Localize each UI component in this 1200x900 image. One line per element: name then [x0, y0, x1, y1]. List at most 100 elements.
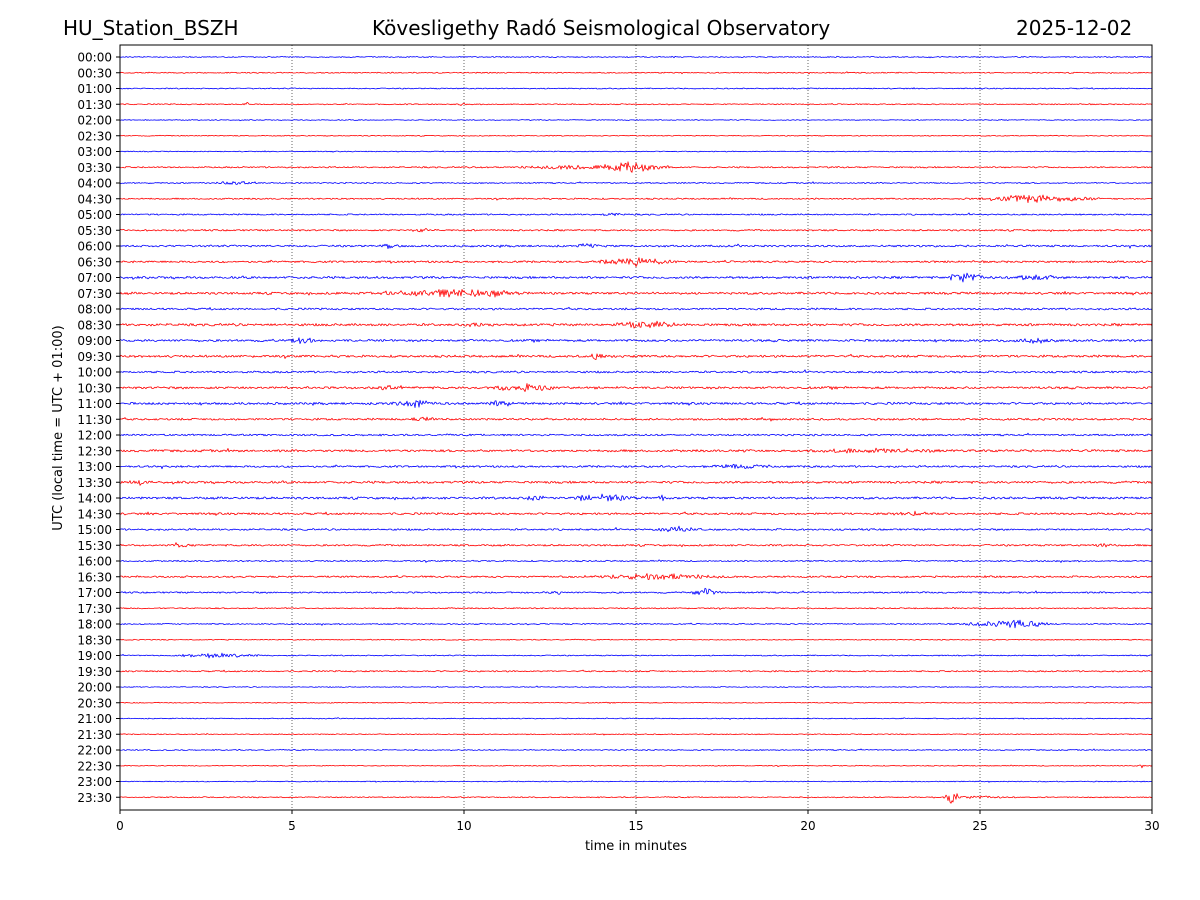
y-tick-label: 14:30 — [77, 507, 112, 521]
traces — [119, 55, 1153, 804]
trace-1830 — [119, 638, 1153, 641]
trace-0100 — [119, 87, 1153, 90]
trace-0430 — [119, 194, 1153, 204]
trace-0900 — [119, 337, 1153, 344]
trace-1700 — [119, 587, 1153, 595]
y-tick-label: 15:00 — [77, 523, 112, 537]
y-tick-label: 04:30 — [77, 192, 112, 206]
x-tick-label: 15 — [628, 819, 643, 833]
y-tick-label: 17:00 — [77, 586, 112, 600]
grid-lines — [291, 45, 981, 810]
trace-2200 — [119, 748, 1153, 751]
trace-1800 — [119, 619, 1153, 629]
trace-0400 — [119, 181, 1153, 185]
trace-1930 — [119, 669, 1153, 673]
trace-0530 — [119, 227, 1153, 233]
y-tick-label: 11:30 — [77, 413, 112, 427]
y-tick-label: 18:00 — [77, 618, 112, 632]
trace-0930 — [119, 353, 1153, 361]
trace-0730 — [119, 289, 1153, 298]
trace-1500 — [119, 525, 1153, 533]
x-tick-label: 30 — [1144, 819, 1159, 833]
trace-0000 — [119, 55, 1153, 59]
x-axis-label: time in minutes — [585, 839, 687, 854]
y-tick-label: 14:00 — [77, 492, 112, 506]
y-tick-label: 16:00 — [77, 555, 112, 569]
y-tick-label: 10:00 — [77, 366, 112, 380]
trace-1430 — [119, 510, 1153, 516]
x-tick-label: 5 — [288, 819, 296, 833]
trace-0700 — [119, 272, 1153, 283]
y-tick-label: 19:30 — [77, 665, 112, 679]
trace-1400 — [119, 493, 1153, 502]
y-tick-label: 02:30 — [77, 129, 112, 143]
trace-0600 — [119, 243, 1153, 250]
y-tick-label: 23:00 — [77, 775, 112, 789]
trace-0630 — [119, 257, 1153, 267]
y-tick-label: 02:00 — [77, 114, 112, 128]
y-tick-label: 09:30 — [77, 350, 112, 364]
x-ticks: 0 5 10 15 20 25 30 — [116, 810, 1160, 833]
y-tick-label: 18:30 — [77, 633, 112, 647]
y-tick-label: 11:00 — [77, 397, 112, 411]
y-tick-label: 05:00 — [77, 208, 112, 222]
y-tick-label: 10:30 — [77, 381, 112, 395]
trace-1000 — [119, 369, 1153, 374]
trace-2300 — [119, 780, 1153, 783]
y-tick-label: 08:00 — [77, 303, 112, 317]
y-tick-label: 01:00 — [77, 82, 112, 96]
trace-2000 — [119, 685, 1153, 688]
y-tick-label: 01:30 — [77, 98, 112, 112]
y-tick-label: 23:30 — [77, 791, 112, 805]
y-tick-label: 19:00 — [77, 649, 112, 663]
y-tick-label: 09:00 — [77, 334, 112, 348]
x-tick-label: 25 — [972, 819, 987, 833]
y-axis-label: UTC (local time = UTC + 01:00) — [51, 325, 66, 530]
y-tick-label: 03:30 — [77, 161, 112, 175]
trace-0800 — [119, 306, 1153, 311]
trace-0200 — [119, 119, 1153, 122]
y-tick-label: 12:30 — [77, 444, 112, 458]
y-tick-label: 08:30 — [77, 318, 112, 332]
trace-0130 — [119, 102, 1153, 106]
y-tick-label: 21:00 — [77, 712, 112, 726]
x-tick-label: 10 — [456, 819, 471, 833]
trace-1130 — [119, 416, 1153, 422]
y-tick-label: 13:30 — [77, 476, 112, 490]
y-tick-label: 07:00 — [77, 271, 112, 285]
y-tick-label: 20:30 — [77, 696, 112, 710]
y-tick-label: 22:30 — [77, 759, 112, 773]
trace-2030 — [119, 701, 1153, 704]
trace-2130 — [119, 733, 1153, 736]
y-tick-label: 15:30 — [77, 539, 112, 553]
y-tick-label: 00:00 — [77, 51, 112, 65]
y-tick-label: 20:00 — [77, 681, 112, 695]
trace-1630 — [119, 573, 1153, 580]
y-tick-label: 06:00 — [77, 240, 112, 254]
trace-0500 — [119, 212, 1153, 217]
trace-1600 — [119, 559, 1153, 563]
y-tick-label: 13:00 — [77, 460, 112, 474]
trace-1900 — [119, 652, 1153, 659]
trace-1100 — [119, 399, 1153, 408]
trace-0030 — [119, 71, 1153, 75]
x-tick-label: 0 — [116, 819, 124, 833]
y-tick-label: 21:30 — [77, 728, 112, 742]
y-tick-label: 00:30 — [77, 66, 112, 80]
trace-0300 — [119, 150, 1153, 153]
y-tick-label: 05:30 — [77, 224, 112, 238]
date-label: 2025-12-02 — [1016, 16, 1133, 40]
station-label: HU_Station_BSZH — [63, 16, 239, 40]
trace-1330 — [119, 480, 1153, 486]
x-tick-label: 20 — [800, 819, 815, 833]
trace-1030 — [119, 383, 1153, 392]
chart-title: Kövesligethy Radó Seismological Observat… — [372, 16, 831, 40]
y-tick-label: 03:00 — [77, 145, 112, 159]
trace-1230 — [119, 447, 1153, 454]
trace-1730 — [119, 606, 1153, 610]
y-tick-label: 06:30 — [77, 255, 112, 269]
trace-0830 — [119, 320, 1153, 329]
trace-2330 — [119, 793, 1153, 804]
